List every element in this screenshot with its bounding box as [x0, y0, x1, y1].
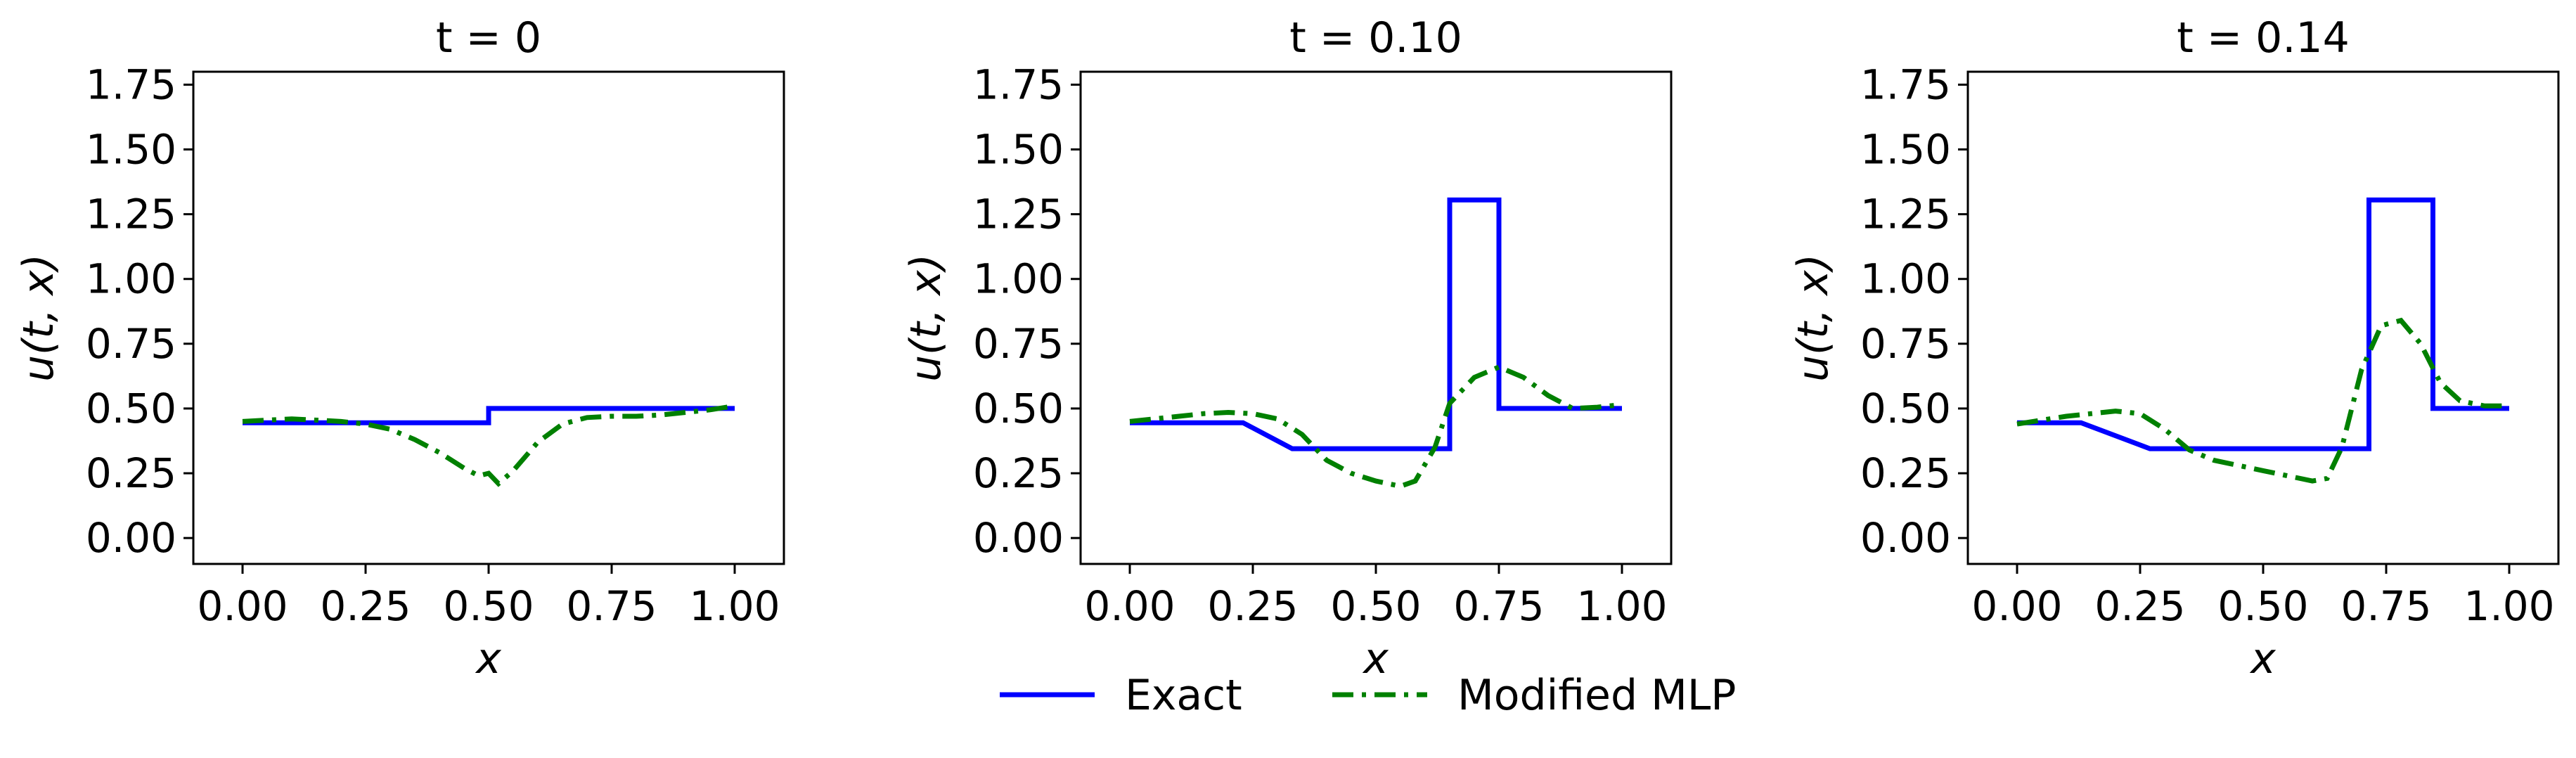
- x-tick-label: 1.00: [2464, 582, 2554, 630]
- y-tick-label: 0.25: [86, 449, 176, 497]
- y-axis-label: u(t, x): [1789, 254, 1838, 382]
- y-tick-label: 0.50: [1860, 385, 1951, 432]
- y-tick-label: 1.75: [1860, 60, 1951, 108]
- y-tick-label: 0.25: [973, 449, 1064, 497]
- y-tick-label: 0.25: [1860, 449, 1951, 497]
- x-tick-label: 0.75: [2340, 582, 2431, 630]
- y-tick-label: 0.00: [1860, 514, 1951, 562]
- y-tick-label: 0.75: [1860, 320, 1951, 368]
- chart-panel-3: t = 0.14 0.00 0.25 0.50 0.75 1.00 0.00 0.25 0.50…: [1789, 13, 2560, 683]
- y-tick-label: 0.50: [973, 385, 1064, 432]
- x-tick-label: 0.00: [1084, 582, 1175, 630]
- x-axis-label: x: [1362, 634, 1389, 683]
- plot-area: [1129, 197, 1623, 489]
- x-axis-label: x: [475, 634, 501, 683]
- series-line-exact: [2017, 197, 2509, 451]
- y-tick-label: 1.25: [1860, 191, 1951, 238]
- x-tick-label: 0.75: [566, 582, 657, 630]
- y-tick-label: 0.00: [973, 514, 1064, 562]
- y-tick-label: 0.50: [86, 385, 176, 432]
- x-tick-label: 0.00: [1971, 582, 2062, 630]
- chart-panel-2: t = 0.10 0.00 0.25 0.50 0.75 1.00 0.00 0.25 0.50…: [901, 13, 1673, 683]
- y-tick-label: 1.00: [86, 255, 176, 303]
- x-tick-label: 0.25: [1207, 582, 1298, 630]
- y-tick-label: 0.75: [973, 320, 1064, 368]
- y-tick-label: 1.25: [973, 191, 1064, 238]
- y-tick-label: 1.00: [973, 255, 1064, 303]
- x-tick-label: 1.00: [689, 582, 780, 630]
- y-tick-label: 1.00: [1860, 255, 1951, 303]
- y-tick-label: 0.75: [86, 320, 176, 368]
- x-tick-label: 0.50: [1330, 582, 1421, 630]
- legend-label-1: Exact: [1125, 671, 1242, 720]
- panel-title: t = 0.14: [2177, 13, 2350, 63]
- series-line-exact: [243, 406, 735, 425]
- y-axis-label: u(t, x): [901, 254, 951, 382]
- y-tick-label: 1.50: [973, 126, 1064, 174]
- x-tick-label: 0.75: [1453, 582, 1544, 630]
- series-line-modified-mlp: [2016, 317, 2509, 484]
- legend: Exact Modified MLP: [1000, 671, 1736, 720]
- plot-area: [2016, 197, 2509, 484]
- x-tick-label: 0.50: [443, 582, 534, 630]
- plot-area: [242, 403, 735, 487]
- y-axis-label: u(t, x): [14, 254, 63, 382]
- y-tick-label: 1.75: [86, 60, 176, 108]
- chart-panels: t = 0 0.00 0.25 0.50 0.75 1.00 0.00 0.25 0.50 0.7…: [14, 13, 2560, 683]
- x-tick-label: 0.25: [320, 582, 411, 630]
- x-tick-label: 0.25: [2094, 582, 2185, 630]
- panel-title: t = 0: [436, 13, 541, 63]
- x-tick-label: 0.50: [2217, 582, 2308, 630]
- y-tick-label: 1.75: [973, 60, 1064, 108]
- y-tick-label: 1.50: [1860, 126, 1951, 174]
- series-line-modified-mlp: [242, 403, 735, 487]
- panel-title: t = 0.10: [1289, 13, 1462, 63]
- series-line-modified-mlp: [1129, 364, 1623, 489]
- x-tick-label: 0.00: [197, 582, 288, 630]
- legend-label-2: Modified MLP: [1457, 671, 1736, 720]
- y-tick-label: 1.50: [86, 126, 176, 174]
- chart-panel-1: t = 0 0.00 0.25 0.50 0.75 1.00 0.00 0.25 0.50 0.7…: [14, 13, 785, 683]
- x-tick-label: 1.00: [1576, 582, 1667, 630]
- x-axis-label: x: [2249, 634, 2276, 683]
- series-line-exact: [1130, 197, 1622, 451]
- y-tick-label: 0.00: [86, 514, 176, 562]
- axes-frame: [1966, 70, 2560, 565]
- axes-frame: [192, 70, 785, 565]
- y-tick-label: 1.25: [86, 191, 176, 238]
- axes-frame: [1079, 70, 1673, 565]
